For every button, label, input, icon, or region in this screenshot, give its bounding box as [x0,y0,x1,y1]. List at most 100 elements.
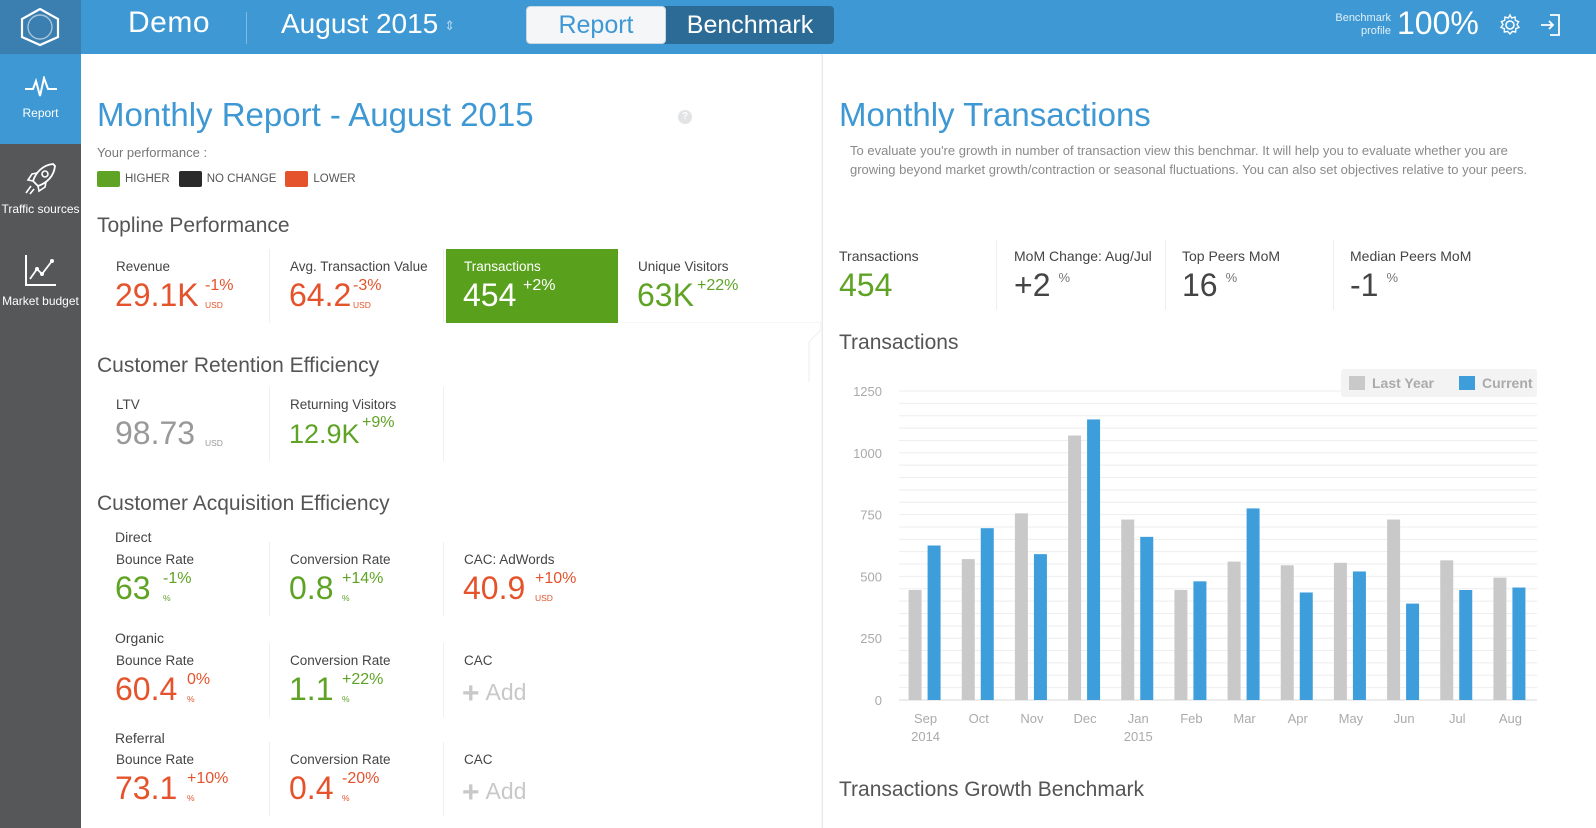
bar-last-year [1174,589,1188,700]
brand-name: Demo [128,6,211,39]
metric-ltv[interactable]: LTV 98.73 USD [98,387,270,461]
top-bar: Demo August 2015 ⇕ Report Benchmark Bench… [0,0,1596,54]
kpi-suffix: % [1225,270,1238,285]
metric-label: Conversion Rate [290,552,391,567]
chart-title: Transactions [839,331,959,354]
metric-unit: % [342,694,350,704]
legend-label-last-year: Last Year [1372,375,1435,391]
metric-label: LTV [116,397,140,412]
acquisition-title: Customer Acquisition Efficiency [97,492,390,515]
metric-value: 0.8 [289,570,334,606]
pulse-icon [24,76,57,97]
metric-referral-conversion-rate[interactable]: Conversion Rate 0.4 -20% % [272,742,444,816]
legend-label-higher: HIGHER [125,173,170,185]
metric-delta: 0% [187,671,211,688]
bar-last-year [1333,562,1347,700]
benchmark-profile-value[interactable]: 100% [1397,5,1479,41]
metric-value: 73.1 [115,770,178,806]
logo[interactable] [0,0,81,54]
bar-current [1087,419,1101,700]
logout-icon[interactable] [1538,12,1564,38]
metric-label: Conversion Rate [290,653,391,668]
add-cac-button[interactable]: + Add [462,677,526,711]
legend-label-current: Current [1482,375,1533,391]
metric-organic-cac: CAC + Add [446,643,618,717]
bar-current [1459,589,1473,700]
metric-direct-bounce-rate[interactable]: Bounce Rate 63 -1% % [98,542,270,616]
metric-referral-bounce-rate[interactable]: Bounce Rate 73.1 +10% % [98,742,270,816]
kpi-suffix: % [1058,270,1071,285]
metric-value: 1.1 [289,671,334,707]
add-cac-button[interactable]: + Add [462,776,526,810]
rocket-icon [24,163,56,195]
tab-report[interactable]: Report [526,6,666,44]
bar-current [1352,571,1366,700]
kpi-value: -1% [1350,267,1398,304]
metric-revenue[interactable]: Revenue 29.1K -1% USD [98,249,270,323]
legend-swatch-higher [97,171,120,187]
tab-benchmark[interactable]: Benchmark [686,10,814,39]
bar-current [1512,587,1526,700]
metric-label: Bounce Rate [116,653,195,668]
kpi-number: -1 [1350,267,1379,303]
kpi-label: Median Peers MoM [1350,248,1472,264]
bar-last-year [1493,577,1507,700]
divider [246,12,247,44]
sidebar-item-report[interactable]: Report [0,54,91,144]
help-icon[interactable]: ? [678,110,692,124]
legend-swatch-no-change [178,171,202,187]
sidebar-item-market-budget[interactable]: Market budget [0,236,81,326]
bar-last-year [1121,519,1135,700]
metric-delta: +10% [187,770,229,787]
benchmark-profile-label: Benchmark profile [1335,12,1391,37]
metric-value: 454 [463,277,517,313]
legend-swatch-last-year [1349,376,1365,390]
x-tick-label: Nov [1020,711,1044,726]
sidebar-item-traffic-sources[interactable]: Traffic sources [0,144,81,234]
x-tick-label: Oct [969,711,990,726]
sidebar-item-label: Market budget [2,294,79,308]
metric-delta: +9% [362,414,395,431]
metric-label: Conversion Rate [290,752,391,767]
metric-organic-bounce-rate[interactable]: Bounce Rate 60.4 0% % [98,643,270,717]
performance-label: Your performance : [97,145,208,160]
metric-label: Revenue [116,259,171,274]
gear-icon[interactable] [1498,13,1522,37]
metric-value: 60.4 [115,671,178,707]
legend-label-lower: LOWER [313,173,356,185]
kpi-transactions: Transactions 454 [823,240,997,310]
metric-transactions[interactable]: Transactions 454 +2% [446,249,618,323]
metric-label: CAC [464,752,493,767]
metric-direct-conversion-rate[interactable]: Conversion Rate 0.8 +14% % [272,542,444,616]
benchmark-panel: Monthly Transactions To evaluate you're … [822,54,1596,828]
metric-delta: +22% [697,277,739,294]
period-selector[interactable]: August 2015 ⇕ [281,8,455,40]
kpi-number: +2 [1014,267,1051,303]
metric-label: Avg. Transaction Value [290,259,428,274]
metric-unit: % [163,593,171,603]
metric-delta: -20% [342,770,380,787]
bar-current [1299,592,1313,700]
metric-organic-conversion-rate[interactable]: Conversion Rate 1.1 +22% % [272,643,444,717]
chart-legend [1341,369,1537,397]
add-label: Add [485,778,527,804]
metric-label: CAC: AdWords [464,552,555,567]
legend-label-no-change: NO CHANGE [206,173,277,185]
metric-direct-cac-adwords[interactable]: CAC: AdWords 40.9 +10% USD [446,542,618,616]
metric-returning-visitors[interactable]: Returning Visitors 12.9K +9% [272,387,444,461]
metric-value: 0.4 [289,770,334,806]
x-tick-label: May [1339,711,1364,726]
x-tick-label: Feb [1180,711,1202,726]
metric-avg-transaction-value[interactable]: Avg. Transaction Value 64.2 -3% USD [272,249,444,323]
report-panel: Monthly Report - August 2015 ? Your perf… [81,54,821,828]
metric-unique-visitors[interactable]: Unique Visitors 63K +22% [620,249,792,323]
bar-last-year [1280,565,1294,700]
metric-label: Returning Visitors [290,397,397,412]
kpi-median-peers: Median Peers MoM -1% [1334,240,1534,310]
kpi-value: 454 [839,267,892,304]
period-label: August 2015 [281,8,439,39]
y-tick-label: 0 [875,693,882,708]
metric-unit: USD [205,438,223,448]
group-referral: Referral [115,730,165,746]
kpi-value: +2% [1014,267,1070,304]
